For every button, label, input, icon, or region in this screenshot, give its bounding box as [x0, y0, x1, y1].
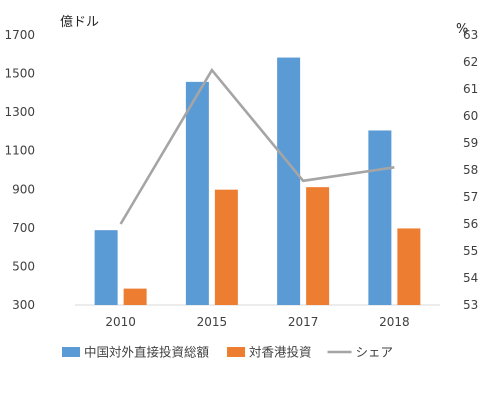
- y2-tick-label-54: 54: [463, 271, 478, 285]
- y2-tick-label-59: 59: [463, 136, 478, 150]
- y2-tick-label-53: 53: [463, 298, 478, 312]
- y2-tick-label-60: 60: [463, 109, 478, 123]
- axes-layer: 300 500 700 900 1100 1300 1500 1700 53 54 55 56 57 58…: [4, 28, 478, 329]
- bar-中国対外直接投資総額-2010: [94, 230, 118, 305]
- y-tick-label-1500: 1500: [4, 67, 35, 81]
- bar-中国対外直接投資総額-2018: [368, 130, 392, 305]
- y-tick-label-900: 900: [12, 182, 35, 196]
- y2-tick-label-58: 58: [463, 163, 478, 177]
- legend: 中国対外直接投資総額 対香港投資 シェア: [62, 345, 393, 360]
- line-layer: [119, 67, 395, 225]
- bar-対香港投資-2015: [214, 189, 238, 305]
- y-tick-label-700: 700: [12, 221, 35, 235]
- y-tick-label-300: 300: [12, 298, 35, 312]
- bar-中国対外直接投資総額-2017: [277, 57, 301, 305]
- y2-tick-label-62: 62: [463, 55, 478, 69]
- legend-label-対香港投資: 対香港投資: [249, 345, 312, 360]
- x-tick-label-2015: 2015: [197, 315, 228, 329]
- bar-対香港投資-2010: [123, 288, 147, 305]
- y-axis-unit-label: 億ドル: [60, 14, 99, 30]
- x-tick-label-2018: 2018: [379, 315, 410, 329]
- y2-tick-label-56: 56: [463, 217, 478, 231]
- y-tick-label-1700: 1700: [4, 28, 35, 42]
- bars-layer: [94, 57, 421, 305]
- y-tick-label-1300: 1300: [4, 105, 35, 119]
- y-tick-label-500: 500: [12, 259, 35, 273]
- x-tick-label-2017: 2017: [288, 315, 319, 329]
- line-シェア: [119, 67, 395, 225]
- y2-tick-label-55: 55: [463, 244, 478, 258]
- bar-対香港投資-2018: [397, 228, 421, 305]
- legend-swatch-対香港投資: [227, 347, 246, 357]
- bar-中国対外直接投資総額-2015: [185, 81, 209, 305]
- y2-tick-label-57: 57: [463, 190, 478, 204]
- legend-swatch-中国対外直接投資総額: [62, 347, 80, 357]
- y2-tick-label-61: 61: [463, 82, 478, 96]
- y2-axis-unit-label: %: [456, 22, 468, 37]
- y-tick-label-1100: 1100: [4, 144, 35, 158]
- bar-対香港投資-2017: [306, 187, 330, 305]
- y2-tick-label-63: 63: [463, 28, 478, 42]
- x-tick-label-2010: 2010: [105, 315, 136, 329]
- legend-label-中国対外直接投資総額: 中国対外直接投資総額: [84, 345, 210, 360]
- legend-label-シェア: シェア: [356, 345, 394, 360]
